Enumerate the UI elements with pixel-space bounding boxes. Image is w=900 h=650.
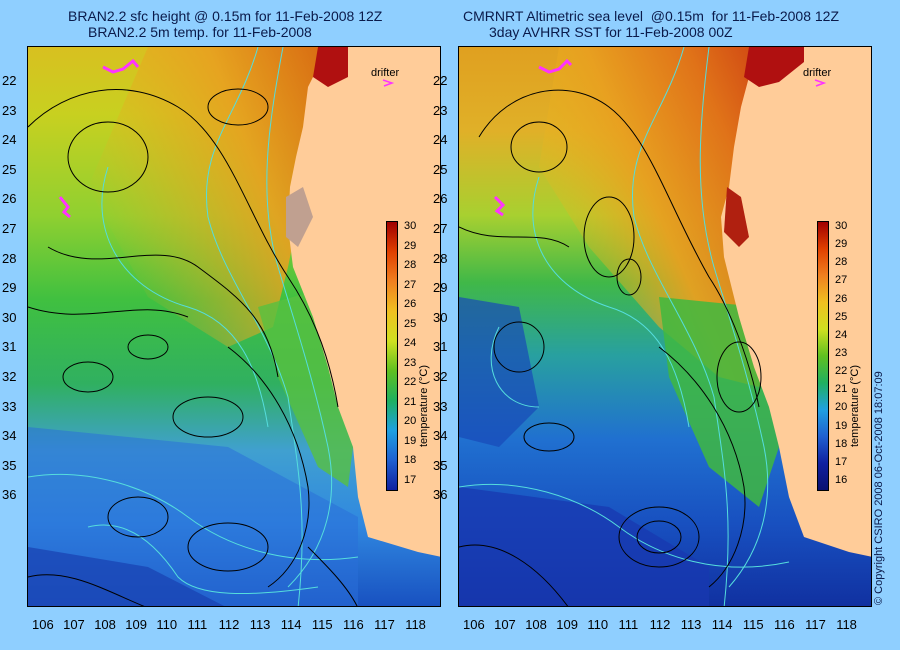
lat-tick-label: 35 [2,457,17,473]
lon-tick-label: 116 [774,617,795,632]
drifter-label: drifter [803,67,832,79]
lat-tick-label: 29 [2,280,17,296]
colorbar-tick-label: 21 [835,383,848,396]
right-title: CMRNRT Altimetric sea level @0.15m for 1… [463,8,840,40]
colorbar-tick-label: 16 [835,474,848,486]
lon-tick-label: 112 [218,617,240,632]
lon-tick-label: 115 [311,617,333,632]
right-map-panel: drifter 30 29 28 27 26 25 24 23 22 21 20 19 18 17 16 t… [458,46,872,607]
lat-tick-label: 31 [433,339,448,355]
colorbar-tick-label: 30 [404,220,417,232]
lon-tick-label: 118 [405,617,426,632]
lat-tick-label: 24 [2,132,17,148]
lon-tick-label: 118 [836,617,857,632]
lat-tick-label: 28 [433,250,448,266]
lat-tick-label: 27 [2,221,17,236]
lat-tick-label: 25 [2,161,17,177]
colorbar-tick-label: 17 [835,455,848,468]
colorbar-tick-label: 20 [404,415,417,428]
lon-tick-label: 108 [525,617,547,632]
lat-tick-label: 33 [2,398,17,414]
lon-tick-label: 109 [125,617,147,632]
lon-tick-label: 106 [463,617,485,632]
colorbar-tick-label: 24 [835,328,848,341]
colorbar-tick-label: 24 [404,337,417,350]
colorbar-tick-label: 21 [404,395,417,408]
colorbar-tick-label: 19 [404,434,417,447]
colorbar-tick-label: 20 [835,401,848,414]
lon-tick-label: 114 [711,617,733,632]
colorbar-tick-label: 27 [835,274,848,287]
lon-tick-label: 117 [374,617,395,632]
colorbar-tick-label: 27 [404,278,417,291]
lat-tick-label: 27 [433,221,448,236]
left-colorbar-title: temperature (°C) [418,364,430,447]
lat-tick-label: 32 [2,369,17,384]
colorbar-tick-label: 25 [404,317,417,330]
lat-tick-label: 22 [2,73,17,88]
colorbar-tick-label: 18 [835,437,848,450]
lon-tick-label: 115 [742,617,764,632]
lon-tick-label: 110 [587,617,609,632]
lat-tick-label: 23 [433,102,448,118]
colorbar-tick-label: 29 [404,239,417,252]
lat-tick-label: 36 [433,487,448,503]
colorbar-tick-label: 23 [835,347,848,359]
lat-tick-label: 23 [2,102,17,118]
lon-tick-label: 107 [494,617,516,632]
left-map-panel: drifter 30 29 28 27 26 25 24 23 22 21 20 19 18 17 tem… [27,46,441,607]
colorbar-tick-label: 19 [835,419,848,432]
colorbar-tick-label: 22 [404,376,417,389]
colorbar-tick-label: 26 [835,292,848,305]
lon-tick-label: 113 [249,617,271,632]
lat-tick-label: 24 [433,132,448,148]
colorbar-tick-label: 25 [835,310,848,323]
lon-tick-label: 112 [649,617,671,632]
lat-tick-label: 32 [433,369,448,384]
colorbar-tick-label: 28 [404,259,417,272]
lat-tick-label: 28 [2,250,17,266]
lon-tick-label: 110 [156,617,178,632]
lat-tick-label: 29 [433,280,448,296]
lon-tick-label: 108 [94,617,116,632]
lat-tick-label: 35 [433,457,448,473]
left-title: BRAN2.2 sfc height @ 0.15m for 11-Feb-20… [68,8,383,40]
lon-tick-label: 114 [280,617,302,632]
right-colorbar-title: temperature (°C) [849,364,861,447]
lat-tick-label: 33 [433,398,448,414]
lon-tick-label: 111 [618,617,639,632]
lat-tick-label: 34 [433,428,448,444]
lon-tick-label: 113 [680,617,702,632]
left-colorbar [386,221,398,491]
lat-tick-label: 30 [433,309,448,325]
lon-tick-label: 109 [556,617,578,632]
lon-tick-label: 117 [805,617,826,632]
lat-tick-label: 26 [433,191,448,207]
lon-tick-label: 111 [187,617,208,632]
lon-tick-label: 106 [32,617,54,632]
lat-tick-label: 31 [2,339,17,355]
drifter-label: drifter [371,67,400,79]
lon-tick-label: 107 [63,617,85,632]
colorbar-tick-label: 17 [404,474,417,486]
lon-tick-label: 116 [343,617,364,632]
colorbar-tick-label: 22 [835,365,848,378]
lat-tick-label: 36 [2,487,17,503]
copyright-text: © Copyright CSIRO 2008 06-Oct-2008 18:07… [873,371,885,605]
colorbar-tick-label: 28 [835,256,848,269]
lat-tick-label: 26 [2,191,17,207]
lat-tick-label: 30 [2,309,17,325]
colorbar-tick-label: 29 [835,238,848,251]
lat-tick-label: 34 [2,428,17,444]
colorbar-tick-label: 26 [404,298,417,311]
right-colorbar [817,221,829,491]
lat-tick-label: 25 [433,161,448,177]
colorbar-tick-label: 30 [835,220,848,232]
colorbar-tick-label: 18 [404,454,417,467]
lat-tick-label: 22 [433,73,448,88]
colorbar-tick-label: 23 [404,356,417,369]
